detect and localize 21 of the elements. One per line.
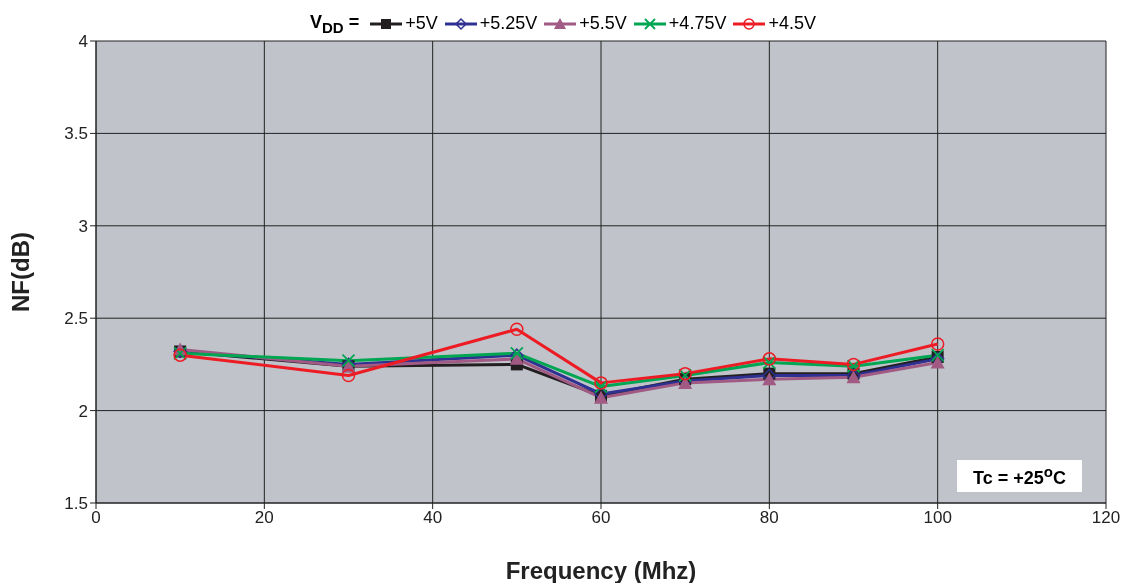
y-tick-label: 2 bbox=[78, 401, 88, 421]
y-tick-label: 1.5 bbox=[64, 494, 88, 514]
legend-label: +5.5V bbox=[579, 13, 627, 35]
y-tick-label: 3 bbox=[78, 216, 88, 236]
legend-label: +4.75V bbox=[668, 13, 727, 35]
legend-label: +5V bbox=[405, 13, 438, 35]
x-tick-label: 80 bbox=[759, 508, 779, 528]
x-tick-label: 0 bbox=[91, 508, 101, 528]
x-tick-label: 120 bbox=[1091, 508, 1121, 528]
legend-label: +4.5V bbox=[768, 13, 816, 35]
legend-label: +5.25V bbox=[479, 13, 538, 35]
x-tick-label: 20 bbox=[254, 508, 274, 528]
legend-title: V$_{DD}$ = bbox=[310, 12, 360, 36]
y-tick-label: 4 bbox=[78, 32, 88, 52]
y-tick-label: 2.5 bbox=[64, 309, 88, 329]
x-tick-label: 100 bbox=[923, 508, 952, 528]
annotation: Tc = +25$^{o}$C bbox=[957, 460, 1082, 492]
y-axis-title: NF(dB) bbox=[6, 232, 34, 312]
x-tick-label: 40 bbox=[423, 508, 443, 528]
y-tick-label: 3.5 bbox=[64, 124, 88, 144]
x-tick-label: 60 bbox=[591, 508, 611, 528]
